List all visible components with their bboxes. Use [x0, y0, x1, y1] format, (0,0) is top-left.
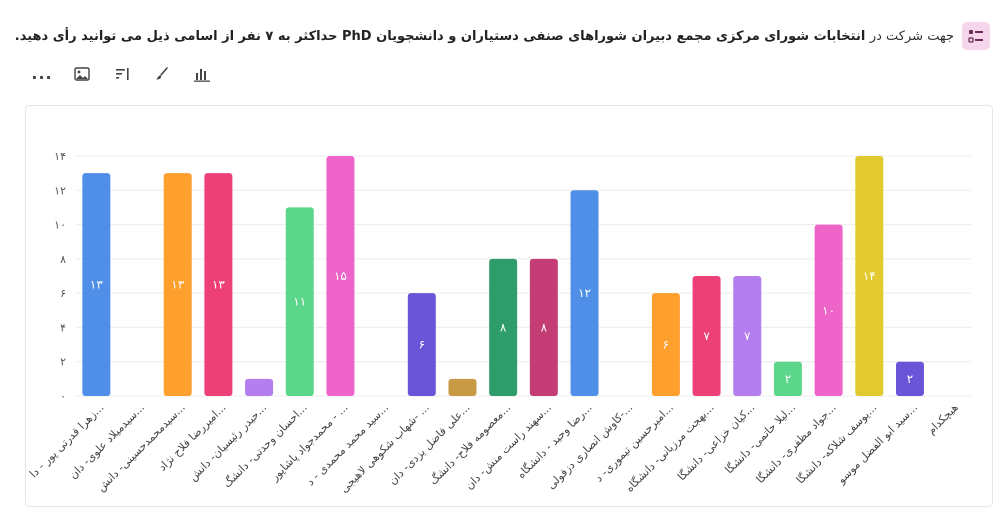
- bar: [489, 258, 518, 396]
- bar-chart-icon[interactable]: [192, 64, 212, 84]
- bar: [448, 378, 477, 396]
- x-tick-label: امیرحسین تیموری- د...: [592, 401, 676, 485]
- x-tick-label: کیان خزاعی- دانشگا...: [675, 401, 757, 483]
- question-title: جهت شرکت در انتخابات شورای مرکزی مجمع دب…: [15, 29, 954, 44]
- question-header: جهت شرکت در انتخابات شورای مرکزی مجمع دب…: [15, 20, 990, 52]
- bar: [570, 190, 599, 396]
- bar-value-label: ۱۵: [334, 269, 347, 283]
- bar: [529, 258, 558, 396]
- brush-icon[interactable]: [152, 64, 172, 84]
- bar-value-label: ۶: [419, 338, 425, 352]
- more-label: ...: [31, 64, 53, 83]
- bar: [326, 156, 355, 396]
- x-tick-label: زهرا قدرتی پور - دا...: [27, 401, 106, 480]
- bar-value-label: ۷: [744, 329, 751, 343]
- bar-value-label: ۸: [541, 320, 548, 334]
- bar-value-label: ۱۳: [90, 278, 103, 292]
- question-type-icon: [962, 22, 990, 50]
- bar-chart: ۰ ۲ ۴ ۶ ۸ ۱۰ ۱۲ ۱۴ ۱۳ زهرا قدرتی پور - دا...سیدمی…: [27, 150, 971, 495]
- bar-value-label: ۱۳: [212, 278, 225, 292]
- x-tick-label: حیدر رئیسیان- دانش...: [186, 401, 269, 484]
- bar: [163, 173, 192, 396]
- bar-value-label: ۱۴: [863, 269, 876, 283]
- x-tick-label: سیدمیلاد علوی- دان...: [67, 401, 148, 482]
- bar: [814, 224, 843, 396]
- y-tick-label: ۲: [60, 356, 66, 369]
- bar-value-label: ۲: [785, 372, 791, 386]
- x-tick-label: سید ابو الفضل موسو...: [834, 401, 920, 487]
- bar: [733, 276, 762, 396]
- bar: [407, 293, 436, 396]
- x-tick-label: محمدجواد پاشاپور - ...: [267, 401, 350, 484]
- bar: [855, 156, 884, 396]
- y-tick-label: ۱۰: [54, 219, 66, 232]
- bar: [82, 173, 111, 396]
- y-tick-label: ۶: [60, 287, 66, 300]
- bar-value-label: ۸: [500, 320, 507, 334]
- bar-value-label: ۱۳: [171, 278, 184, 292]
- x-tick-label: لیلا حاتمی- دانشگا...: [723, 401, 798, 476]
- y-tick-label: ۴: [60, 321, 66, 334]
- bar-value-label: ۲: [907, 372, 913, 386]
- bar: [692, 276, 721, 396]
- question-text: انتخابات شورای مرکزی مجمع دبیران شوراهای…: [14, 28, 866, 44]
- bar: [651, 293, 680, 396]
- question-prefix: جهت شرکت در: [869, 28, 954, 44]
- bar-value-label: ۱۱: [293, 295, 306, 309]
- bar-value-label: ۱۲: [578, 286, 591, 300]
- x-tick-label: هیچکدام: [925, 401, 961, 437]
- y-tick-label: ۱۲: [54, 184, 66, 197]
- bar-value-label: ۷: [703, 329, 710, 343]
- chart-card: ۰ ۲ ۴ ۶ ۸ ۱۰ ۱۲ ۱۴ ۱۳ زهرا قدرتی پور - دا... سیدمی…: [25, 105, 993, 507]
- y-tick-label: ۸: [60, 253, 66, 266]
- x-tick-label: رضا وحید - دانشگاه...: [515, 401, 595, 481]
- bar: [773, 361, 802, 396]
- more-icon[interactable]: ...: [31, 64, 53, 84]
- bar-value-label: ۶: [663, 338, 669, 352]
- sort-icon[interactable]: [112, 64, 132, 84]
- image-icon[interactable]: [72, 64, 92, 84]
- bar: [285, 207, 314, 396]
- bar: [204, 173, 233, 396]
- x-tick-label: یوسف شلاکه- دانشگا...: [794, 401, 880, 487]
- x-tick-label: جواد مظفری- دانشگا...: [754, 401, 839, 486]
- bar: [895, 361, 924, 396]
- y-tick-label: ۱۴: [54, 150, 66, 163]
- y-tick-label: ۰: [60, 390, 66, 403]
- chart-toolbar: ...: [31, 64, 212, 84]
- bar-value-label: ۱۰: [822, 303, 835, 317]
- bar: [245, 378, 274, 396]
